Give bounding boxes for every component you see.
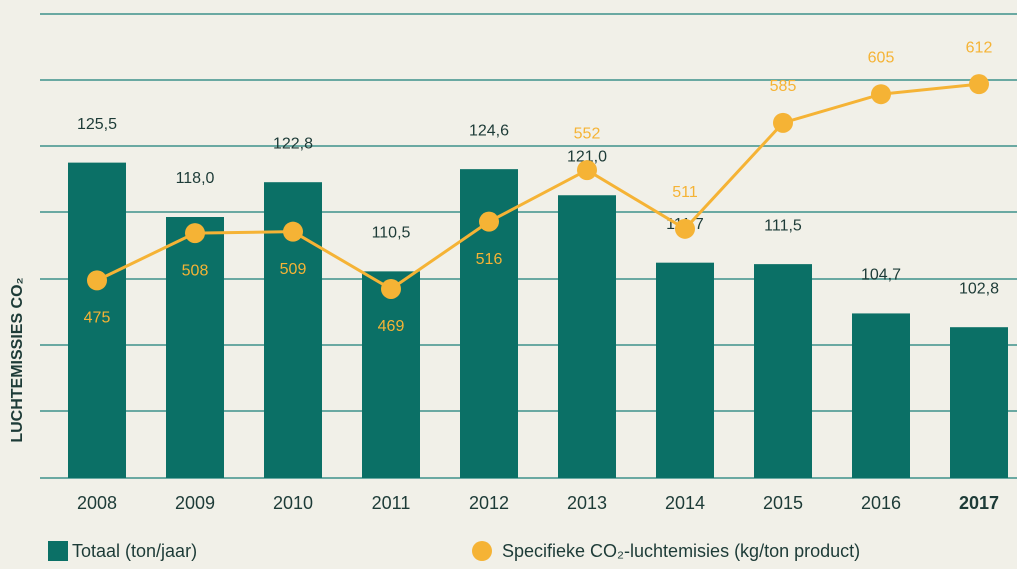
line-point [185,223,205,244]
line-value-label: 508 [182,262,209,279]
y-axis-label: LUCHTEMISSIES CO₂ [9,277,26,442]
bar [754,264,812,478]
line [96,82,980,291]
bar-value-label: 111,5 [764,217,802,234]
x-tick-label: 2013 [567,493,607,513]
legend-label: Specifieke CO₂-luchtemisies (kg/ton prod… [502,541,860,561]
bar-value-label: 118,0 [176,170,215,187]
line-point [87,270,107,291]
line-point [381,278,401,299]
line-value-label: 511 [672,184,698,201]
bar [656,262,714,478]
bar [166,217,224,478]
line-value-label: 475 [84,310,111,327]
x-tick-label: 2016 [861,493,901,513]
x-tick-label: 2014 [665,493,705,513]
line-point [871,84,891,105]
bar-value-label: 121,0 [567,148,607,165]
x-tick-label: 2009 [175,493,215,513]
line-point [577,160,597,181]
line-value-label: 469 [378,318,405,335]
line-value-label: 552 [574,125,601,142]
x-tick-label: 2010 [273,493,313,513]
bar-value-label: 122,8 [273,135,313,152]
line-point [969,74,989,95]
x-tick-label: 2017 [959,493,999,513]
bar-value-label: 102,8 [959,280,999,297]
bar-value-label: 110,5 [372,225,411,242]
line-value-label: 605 [868,49,895,66]
bar [68,162,126,478]
x-tick-label: 2011 [372,493,411,513]
line-point [283,221,303,242]
bar-value-label: 124,6 [469,122,509,139]
legend-swatch [48,541,68,561]
legend-swatch [472,541,492,561]
bar [362,271,420,478]
x-tick-label: 2015 [763,493,803,513]
bar [852,313,910,478]
line-value-label: 509 [280,261,307,278]
line-point [773,112,793,133]
line-value-label: 516 [476,251,503,268]
line-value-label: 585 [770,78,797,95]
line-point [675,218,695,239]
line-value-label: 612 [966,39,993,56]
bar-value-label: 104,7 [861,267,901,284]
line-point [479,211,499,232]
bar-value-label: 125,5 [77,116,117,133]
bar [950,327,1008,478]
legend-label: Totaal (ton/jaar) [72,541,197,561]
x-tick-label: 2008 [77,493,117,513]
bar [558,195,616,478]
x-tick-label: 2012 [469,493,509,513]
